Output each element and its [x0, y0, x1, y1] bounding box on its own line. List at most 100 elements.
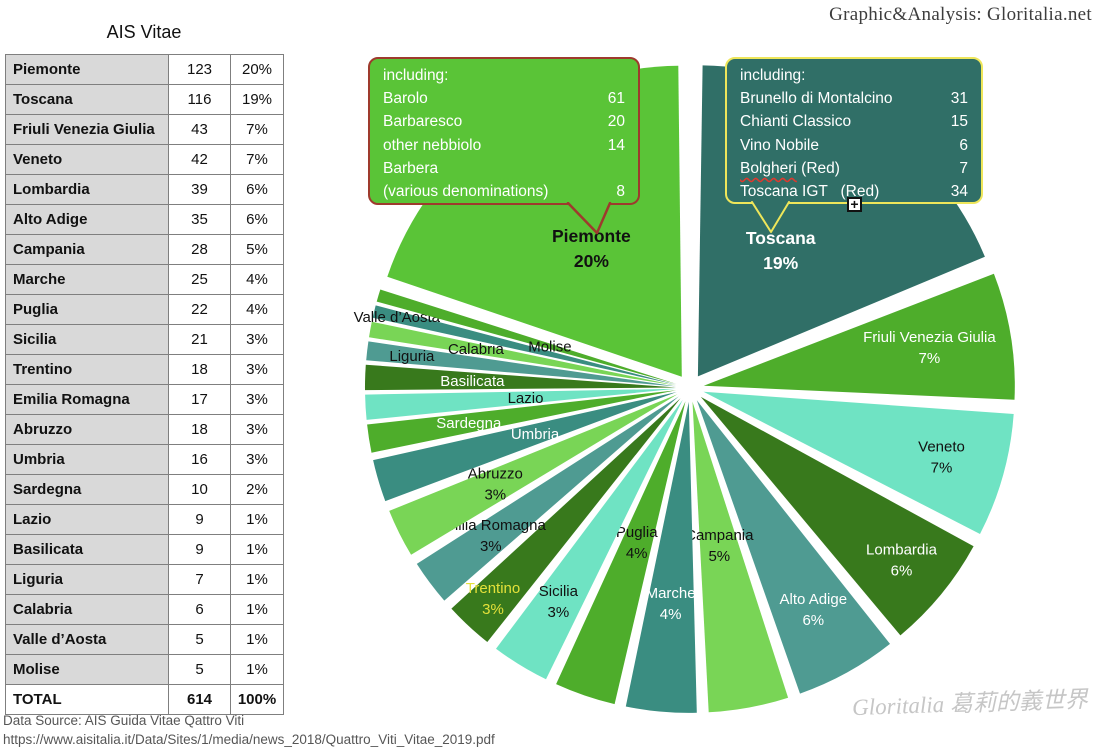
callout-item-label: Barolo	[383, 90, 428, 108]
region-pct: 1%	[230, 624, 284, 655]
callout-item-label: Toscana IGT (Red)	[740, 183, 880, 201]
pie-slice-valle-d-aosta	[372, 305, 677, 385]
region-name: Piemonte	[5, 54, 169, 85]
region-pct: 7%	[230, 114, 284, 145]
region-name: Liguria	[5, 564, 169, 595]
region-name: Abruzzo	[5, 414, 169, 445]
region-name: Lombardia	[5, 174, 169, 205]
callout-item-value: 34	[950, 183, 968, 201]
table-row: Sicilia 21 3%	[5, 324, 284, 355]
region-name: Marche	[5, 264, 169, 295]
pie-slice-alto-adige	[696, 400, 890, 694]
table-row: Umbria 16 3%	[5, 444, 284, 475]
region-count: 614	[168, 684, 231, 715]
callout-item: (various denominations) 8	[383, 180, 625, 203]
region-count: 18	[168, 354, 231, 385]
table-row: Liguria 7 1%	[5, 564, 284, 595]
callout-item-value: 31	[950, 90, 968, 108]
toscana-callout: including: Brunello di Montalcino 31 Chian…	[725, 57, 983, 204]
region-count: 42	[168, 144, 231, 175]
region-count: 16	[168, 444, 231, 475]
region-pct: 4%	[230, 264, 284, 295]
data-source-footer: Data Source: AIS Guida Vitae Qattro Viti…	[3, 712, 495, 750]
table-row: Calabria 6 1%	[5, 594, 284, 625]
region-pct: 3%	[230, 354, 284, 385]
region-name: Basilicata	[5, 534, 169, 565]
piemonte-callout-tail	[566, 202, 612, 235]
callout-item: Barolo 61	[383, 87, 625, 110]
table-row: Friuli Venezia Giulia 43 7%	[5, 114, 284, 145]
region-count: 39	[168, 174, 231, 205]
region-name: Friuli Venezia Giulia	[5, 114, 169, 145]
move-handle-icon[interactable]: +	[847, 197, 862, 212]
table-row: Lombardia 39 6%	[5, 174, 284, 205]
region-pct: 2%	[230, 474, 284, 505]
callout-item-label: Barbaresco	[383, 113, 463, 131]
table-row: Puglia 22 4%	[5, 294, 284, 325]
callout-item-value: 15	[950, 113, 968, 131]
callout-item-label: Brunello di Montalcino	[740, 90, 893, 108]
region-pct: 3%	[230, 414, 284, 445]
region-pct: 1%	[230, 654, 284, 685]
region-pct: 100%	[230, 684, 284, 715]
plus-glyph: +	[850, 196, 859, 212]
region-pct: 7%	[230, 144, 284, 175]
region-name: TOTAL	[5, 684, 169, 715]
callout-heading: including:	[383, 67, 449, 84]
region-count: 21	[168, 324, 231, 355]
callout-item-value: 6	[959, 136, 968, 154]
callout-item-value: 8	[616, 183, 625, 201]
pie-slice-liguria	[366, 341, 677, 387]
pie-slice-emilia-romagna	[416, 396, 679, 601]
table-row: Piemonte 123 20%	[5, 54, 284, 85]
callout-item: Bolgheri (Red) 7	[740, 157, 968, 180]
pie-slice-campania	[692, 401, 789, 713]
region-count: 35	[168, 204, 231, 235]
region-name: Veneto	[5, 144, 169, 175]
region-name: Puglia	[5, 294, 169, 325]
table-row: Molise 5 1%	[5, 654, 284, 685]
callout-item-value: 61	[607, 90, 625, 108]
callout-item-value: 20	[607, 113, 625, 131]
region-pct: 3%	[230, 444, 284, 475]
region-table-panel: AIS Vitae Piemonte 123 20% Toscana 116 19% Fri…	[5, 22, 284, 715]
pie-slice-marche	[625, 401, 697, 713]
data-source-url: https://www.aisitalia.it/Data/Sites/1/me…	[3, 731, 495, 747]
callout-item: Barbaresco 20	[383, 110, 625, 133]
region-name: Sardegna	[5, 474, 169, 505]
toscana-callout-tail	[751, 201, 790, 233]
region-name: Toscana	[5, 84, 169, 115]
pie-slice-lazio	[365, 388, 676, 420]
table-row: Veneto 42 7%	[5, 144, 284, 175]
region-pct: 19%	[230, 84, 284, 115]
region-pct: 1%	[230, 594, 284, 625]
callout-item-value: 7	[959, 159, 968, 177]
pie-slice-friuli-venezia-giulia	[703, 273, 1015, 400]
credit-line: Graphic&Analysis: Gloritalia.net	[829, 4, 1092, 25]
region-count: 18	[168, 414, 231, 445]
callout-item-label: (various denominations)	[383, 183, 549, 201]
region-name: Sicilia	[5, 324, 169, 355]
callout-item-label: Vino Nobile	[740, 136, 819, 154]
callout-item-label: other nebbiolo	[383, 136, 482, 154]
region-name: Umbria	[5, 444, 169, 475]
region-name: Trentino	[5, 354, 169, 385]
pie-slice-calabria	[369, 321, 677, 386]
region-name: Calabria	[5, 594, 169, 625]
table-row: Sardegna 10 2%	[5, 474, 284, 505]
table-row: Trentino 18 3%	[5, 354, 284, 385]
region-count: 9	[168, 534, 231, 565]
region-name: Molise	[5, 654, 169, 685]
region-name: Valle d’Aosta	[5, 624, 169, 655]
region-count: 6	[168, 594, 231, 625]
region-pct: 6%	[230, 204, 284, 235]
region-count: 5	[168, 624, 231, 655]
pie-slice-trentino	[451, 398, 681, 642]
callout-item: Vino Nobile 6	[740, 134, 968, 157]
table-row: Toscana 116 19%	[5, 84, 284, 115]
pie-slice-puglia	[556, 401, 686, 705]
region-pct: 3%	[230, 324, 284, 355]
region-count: 123	[168, 54, 231, 85]
region-pct: 1%	[230, 564, 284, 595]
pie-slice-molise	[376, 289, 677, 384]
